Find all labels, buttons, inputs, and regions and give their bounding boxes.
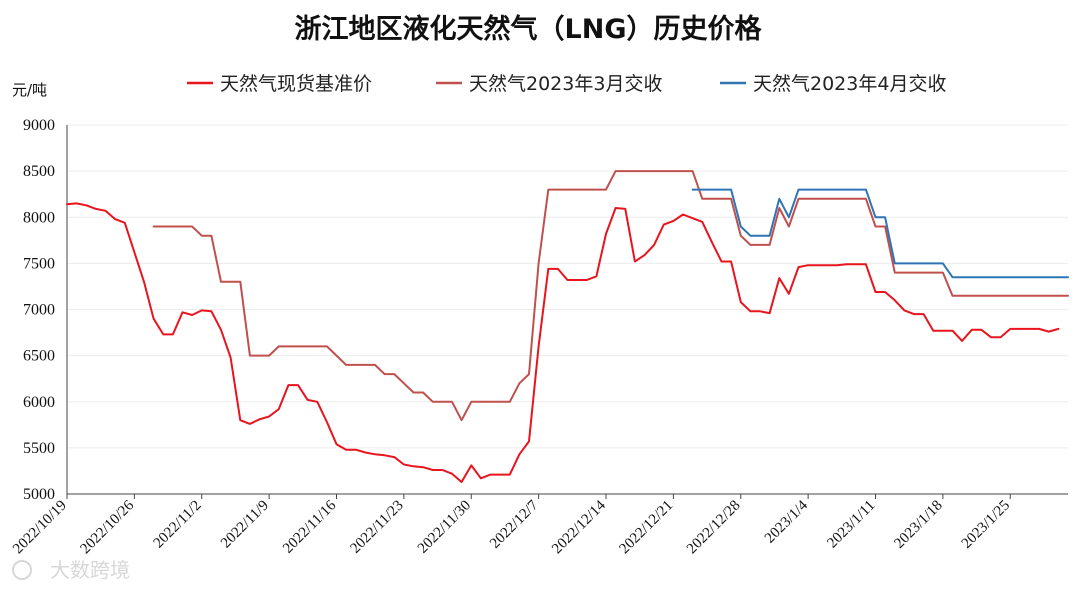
watermark: 大数跨境 [12, 558, 130, 582]
watermark-text: 大数跨境 [50, 558, 130, 582]
x-tick-3: 2022/11/9 [218, 498, 272, 552]
x-tick-13: 2023/1/18 [891, 498, 945, 552]
x-tick-4: 2022/11/16 [280, 497, 340, 557]
x-tick-0: 2022/10/19 [10, 498, 70, 558]
y-tick-6000: 6000 [23, 394, 55, 411]
gridlines [67, 124, 1068, 449]
y-tick-5000: 5000 [23, 486, 55, 503]
y-tick-8500: 8500 [23, 163, 55, 180]
x-tick-11: 2023/1/4 [762, 497, 811, 546]
x-tick-12: 2023/1/11 [824, 498, 878, 552]
x-tick-1: 2022/10/26 [78, 497, 138, 557]
x-tick-8: 2022/12/14 [549, 497, 609, 557]
x-tick-labels: 2022/10/19 2022/10/26 2022/11/2 2022/11/9 20… [10, 497, 1013, 557]
axes [66, 125, 1068, 499]
x-tick-2: 2022/11/2 [151, 498, 205, 552]
y-tick-labels: 5000 5500 6000 6500 7000 7500 8000 8500 9000 [23, 117, 55, 503]
legend-label-0: 天然气现货基准价 [220, 73, 372, 95]
series-line-0 [66, 202, 1060, 483]
y-tick-6500: 6500 [23, 348, 55, 365]
y-tick-9000: 9000 [23, 117, 55, 134]
y-tick-8000: 8000 [23, 209, 55, 226]
legend-label-2: 天然气2023年4月交收 [753, 73, 946, 95]
y-tick-5500: 5500 [23, 440, 55, 457]
series-line-1 [152, 170, 1069, 422]
series-line-2 [691, 188, 1069, 279]
x-tick-10: 2022/12/28 [684, 498, 744, 558]
x-tick-6: 2022/11/30 [415, 498, 474, 557]
x-tick-5: 2022/11/23 [347, 498, 406, 557]
y-tick-7000: 7000 [23, 302, 55, 319]
legend-label-1: 天然气2023年3月交收 [469, 73, 662, 95]
series-lines [66, 170, 1069, 483]
chart-legend: 天然气现货基准价 天然气2023年3月交收 天然气2023年4月交收 [187, 73, 946, 95]
x-tick-9: 2022/12/21 [617, 498, 677, 558]
x-tick-14: 2023/1/25 [959, 498, 1013, 552]
y-tick-7500: 7500 [23, 255, 55, 272]
chart-title: 浙江地区液化天然气（LNG）历史价格 [295, 13, 763, 45]
watermark-logo-icon [12, 560, 32, 580]
x-tick-7: 2022/12/7 [487, 497, 542, 552]
y-axis-label: 元/吨 [12, 81, 47, 99]
